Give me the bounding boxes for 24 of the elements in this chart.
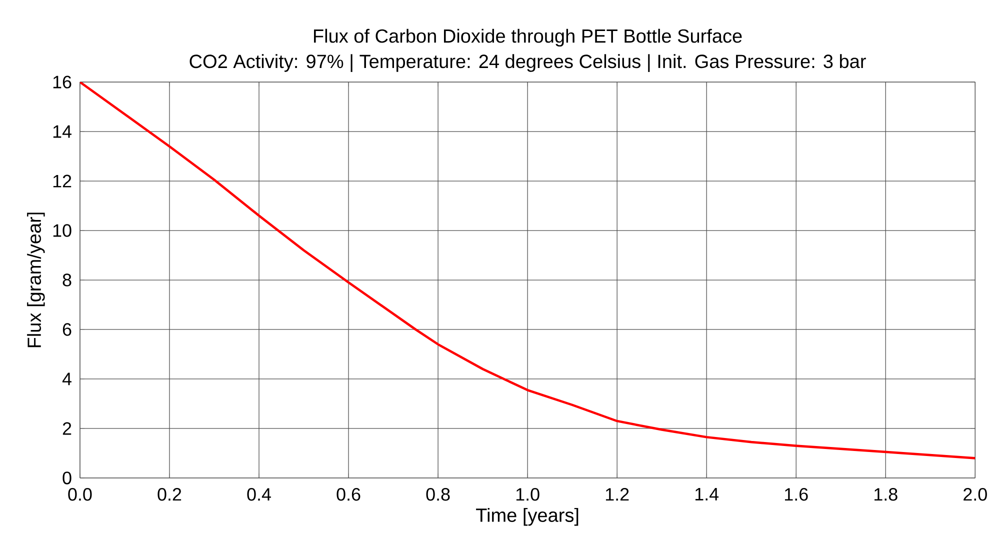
x-tick-label: 0.4	[247, 488, 271, 501]
y-axis-title: Flux [gram/year]	[27, 212, 45, 348]
x-tick-label: 1.2	[606, 488, 629, 501]
chart-subtitle: CO2 Activity: 97% | Temperature: 24 degrees Celsius | Init. Gas Pressure: 3 bar	[190, 54, 866, 72]
y-tick-label: 12	[53, 174, 72, 188]
x-tick-label: 1.8	[874, 488, 898, 501]
x-tick-label: 0.8	[426, 488, 450, 501]
x-tick-label: 1.4	[695, 488, 719, 500]
y-tick-label: 0	[62, 472, 72, 484]
x-tick-label: 1.0	[516, 488, 540, 501]
x-axis-title: Time [years]	[476, 508, 578, 526]
y-tick-label: 14	[53, 125, 72, 138]
x-tick-label: 2.0	[964, 488, 987, 501]
y-tick-label: 16	[53, 76, 72, 88]
x-tick-label: 0.2	[158, 488, 182, 501]
x-tick-label: 0.6	[336, 488, 360, 501]
y-tick-label: 10	[53, 224, 72, 237]
x-tick-label: 1.6	[785, 488, 808, 501]
chart-title: Flux of Carbon Dioxide through PET Bottle Surface	[314, 28, 742, 47]
x-tick-label: 0.0	[68, 488, 92, 501]
y-tick-label: 4	[62, 372, 72, 386]
y-tick-label: 2	[62, 422, 72, 435]
y-tick-label: 6	[62, 323, 72, 336]
y-tick-label: 8	[62, 274, 72, 286]
